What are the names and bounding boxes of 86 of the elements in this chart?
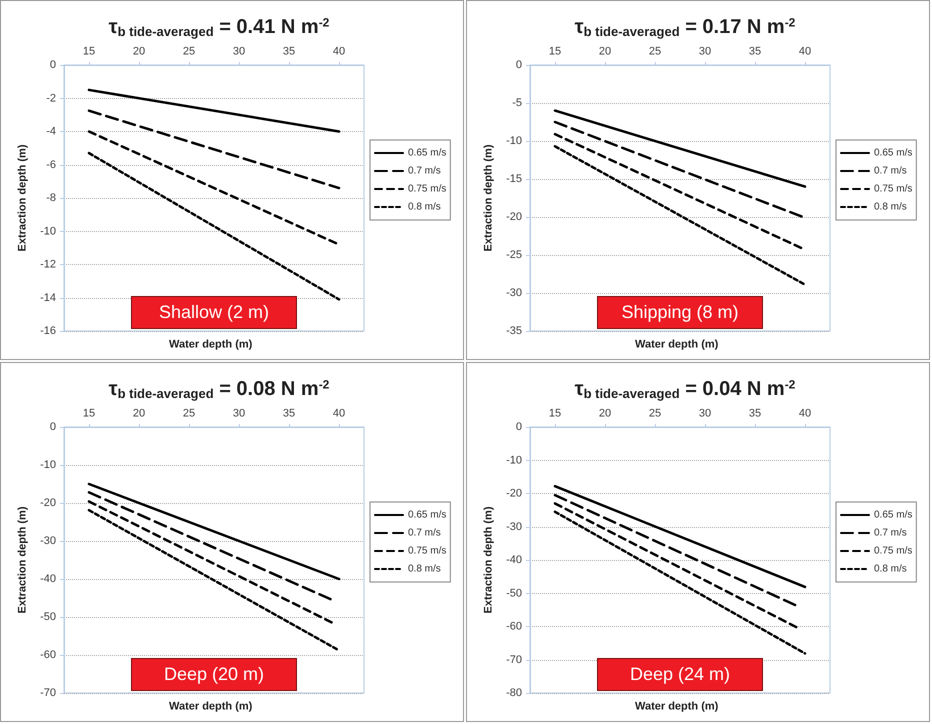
- label-box: Deep (24 m): [597, 658, 763, 691]
- y-tick-label: -60: [506, 620, 522, 632]
- y-tick-label: -12: [40, 258, 56, 270]
- y-tick-label: -35: [506, 325, 522, 337]
- x-tick-label: 25: [182, 408, 196, 420]
- y-axis-title: Extraction depth (m): [16, 506, 28, 614]
- y-tick-label: -60: [40, 649, 56, 661]
- x-tick-label: 30: [232, 408, 246, 420]
- legend-label: 0.75 m/s: [408, 546, 446, 556]
- x-tick-label: 25: [182, 46, 196, 58]
- x-axis-title: Water depth (m): [169, 700, 253, 712]
- y-tick-label: -30: [506, 520, 522, 533]
- y-tick-label: -30: [40, 535, 56, 547]
- y-tick-label: -10: [40, 225, 56, 238]
- x-tick-label: 35: [748, 408, 762, 420]
- y-tick-label: -50: [40, 611, 56, 623]
- y-axis-title: Extraction depth (m): [482, 144, 494, 252]
- x-tick-label: 40: [332, 46, 346, 58]
- y-tick-label: -10: [506, 135, 522, 147]
- x-tick-label: 40: [798, 408, 812, 420]
- x-tick-label: 15: [82, 46, 96, 58]
- x-tick-label: 35: [282, 408, 296, 420]
- y-tick-label: -20: [506, 211, 522, 223]
- legend-label: 0.65 m/s: [874, 148, 912, 158]
- x-axis-title: Water depth (m): [169, 338, 253, 350]
- y-axis-title: Extraction depth (m): [16, 144, 28, 252]
- legend-label: 0.8 m/s: [874, 202, 907, 212]
- legend-label: 0.7 m/s: [408, 166, 441, 176]
- legend-label: 0.8 m/s: [408, 564, 441, 574]
- y-tick-label: -14: [40, 292, 56, 304]
- x-tick-label: 35: [748, 46, 762, 58]
- y-axis-title: Extraction depth (m): [482, 506, 494, 614]
- y-tick-label: -15: [506, 173, 522, 185]
- y-tick-label: 0: [50, 421, 56, 433]
- legend-label: 0.7 m/s: [874, 528, 907, 538]
- label-box: Shipping (8 m): [597, 296, 763, 329]
- y-tick-label: -20: [40, 497, 56, 509]
- x-tick-label: 35: [282, 46, 296, 58]
- y-tick-label: -20: [506, 488, 522, 500]
- x-axis-title: Water depth (m): [635, 700, 719, 712]
- y-tick-label: -70: [506, 654, 522, 666]
- x-tick-label: 15: [548, 408, 562, 420]
- y-tick-label: -4: [46, 126, 56, 138]
- y-tick-label: -30: [506, 287, 522, 299]
- y-tick-label: -40: [40, 573, 56, 585]
- x-tick-label: 40: [332, 408, 346, 420]
- legend-label: 0.8 m/s: [408, 202, 441, 212]
- x-tick-label: 15: [82, 408, 96, 420]
- legend-label: 0.75 m/s: [408, 184, 446, 194]
- y-tick-label: -40: [506, 554, 522, 566]
- y-tick-label: -50: [506, 587, 522, 600]
- label-box: Deep (20 m): [131, 658, 297, 691]
- y-tick-label: -16: [40, 325, 56, 337]
- y-tick-label: 0: [516, 59, 522, 71]
- x-tick-label: 20: [132, 46, 146, 58]
- legend-label: 0.65 m/s: [408, 510, 446, 520]
- label-box: Shallow (2 m): [131, 296, 297, 329]
- x-tick-label: 20: [598, 408, 612, 420]
- y-tick-label: -10: [506, 454, 522, 466]
- x-tick-label: 40: [798, 46, 812, 58]
- x-tick-label: 15: [548, 46, 562, 58]
- x-tick-label: 25: [648, 46, 662, 58]
- legend-label: 0.8 m/s: [874, 564, 907, 574]
- y-tick-label: -2: [46, 92, 56, 104]
- legend-label: 0.65 m/s: [874, 510, 912, 520]
- y-tick-label: -70: [40, 687, 56, 699]
- y-tick-label: -80: [506, 687, 522, 699]
- x-tick-label: 30: [698, 408, 712, 420]
- x-tick-label: 30: [232, 46, 246, 58]
- legend-label: 0.7 m/s: [408, 528, 441, 538]
- y-tick-label: 0: [516, 421, 522, 433]
- y-tick-label: -6: [46, 158, 56, 171]
- y-tick-label: -10: [40, 459, 56, 471]
- legend-label: 0.7 m/s: [874, 166, 907, 176]
- legend-label: 0.75 m/s: [874, 546, 912, 556]
- legend-label: 0.75 m/s: [874, 184, 912, 194]
- x-axis-title: Water depth (m): [635, 338, 719, 350]
- legend-label: 0.65 m/s: [408, 148, 446, 158]
- y-tick-label: -5: [512, 97, 522, 109]
- y-tick-label: 0: [50, 59, 56, 71]
- x-tick-label: 25: [648, 408, 662, 420]
- x-tick-label: 30: [698, 46, 712, 58]
- y-tick-label: -25: [506, 249, 522, 261]
- x-tick-label: 20: [132, 408, 146, 420]
- y-tick-label: -8: [46, 192, 56, 204]
- x-tick-label: 20: [598, 46, 612, 58]
